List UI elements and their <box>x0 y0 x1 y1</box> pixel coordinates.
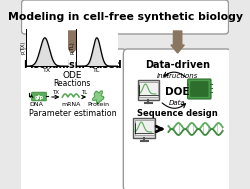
Text: mRNA: mRNA <box>61 102 80 108</box>
FancyBboxPatch shape <box>32 92 46 101</box>
FancyBboxPatch shape <box>139 81 158 97</box>
Text: TX: TX <box>52 90 59 94</box>
FancyBboxPatch shape <box>19 49 127 189</box>
Polygon shape <box>92 91 104 104</box>
Text: Parameter estimation: Parameter estimation <box>28 109 116 119</box>
FancyArrow shape <box>66 31 79 53</box>
Text: Protein: Protein <box>87 102 109 108</box>
FancyBboxPatch shape <box>138 80 159 100</box>
Text: Modeling in cell-free synthetic biology: Modeling in cell-free synthetic biology <box>8 12 242 22</box>
Text: DOE: DOE <box>165 87 190 97</box>
FancyBboxPatch shape <box>190 81 208 97</box>
FancyBboxPatch shape <box>133 118 155 138</box>
Text: gfp: gfp <box>34 94 43 99</box>
FancyBboxPatch shape <box>188 79 211 99</box>
Text: Reactions: Reactions <box>54 80 91 88</box>
FancyArrow shape <box>171 31 184 53</box>
Text: Instructions: Instructions <box>157 73 198 79</box>
Text: TL: TL <box>81 90 87 94</box>
FancyBboxPatch shape <box>22 0 229 34</box>
Text: Data: Data <box>169 100 186 106</box>
Text: DNA: DNA <box>30 102 44 108</box>
Text: ODE: ODE <box>63 70 82 80</box>
FancyBboxPatch shape <box>134 119 154 135</box>
Text: Data-driven: Data-driven <box>145 60 210 70</box>
FancyBboxPatch shape <box>123 49 231 189</box>
Text: Mechanism-based: Mechanism-based <box>23 60 122 70</box>
Text: Sequence design: Sequence design <box>137 108 218 118</box>
